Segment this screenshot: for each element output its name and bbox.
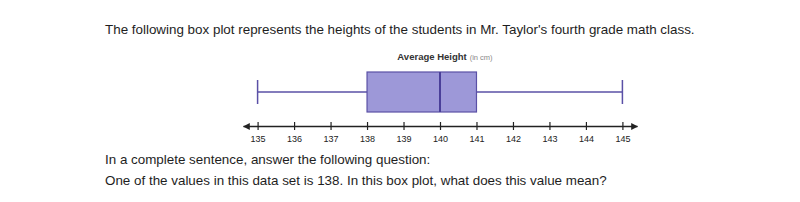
tick: 139 bbox=[397, 122, 412, 144]
subtitle: (in cm) bbox=[470, 53, 493, 62]
tick: 143 bbox=[542, 122, 557, 144]
tick-label: 137 bbox=[324, 134, 339, 144]
box bbox=[367, 72, 476, 112]
tick-label: 143 bbox=[542, 134, 557, 144]
tick-mark bbox=[294, 122, 295, 130]
tick-label: 139 bbox=[397, 134, 412, 144]
tick-mark bbox=[476, 122, 477, 130]
annotation: The following box plot represents the he… bbox=[105, 22, 695, 37]
whisker-high bbox=[476, 91, 622, 93]
tick-label: 145 bbox=[615, 134, 630, 144]
x-axis: 135 136 137 138 139 140 141 142 143 144 145 bbox=[244, 122, 638, 144]
cap-max bbox=[622, 80, 624, 104]
tick-mark bbox=[257, 122, 258, 130]
tick-label: 142 bbox=[506, 134, 521, 144]
tick-mark bbox=[513, 122, 514, 130]
tick: 142 bbox=[506, 122, 521, 144]
tick: 144 bbox=[579, 122, 594, 144]
median bbox=[439, 72, 441, 112]
tick-mark bbox=[367, 122, 368, 130]
tick: 140 bbox=[433, 122, 448, 144]
tick-mark bbox=[549, 122, 550, 130]
tick-label: 136 bbox=[287, 134, 302, 144]
tick-label: 141 bbox=[469, 134, 484, 144]
tick: 145 bbox=[615, 122, 630, 144]
tick: 141 bbox=[469, 122, 484, 144]
tick-label: 135 bbox=[251, 134, 266, 144]
chart: The following box plot represents the he… bbox=[0, 0, 800, 202]
plot-area bbox=[258, 72, 623, 112]
title: Average Height(in cm) bbox=[397, 51, 493, 62]
tick-label: 140 bbox=[433, 134, 448, 144]
tick-mark bbox=[440, 122, 441, 130]
tick: 136 bbox=[287, 122, 302, 144]
tick-mark bbox=[622, 122, 623, 130]
tick-mark bbox=[330, 122, 331, 130]
tick-mark bbox=[586, 122, 587, 130]
tick-mark bbox=[403, 122, 404, 130]
whisker-low bbox=[258, 91, 367, 93]
tick-label: 138 bbox=[360, 134, 375, 144]
tick: 137 bbox=[324, 122, 339, 144]
title-main: Average Height bbox=[397, 51, 467, 62]
tick: 135 bbox=[251, 122, 266, 144]
tick-label: 144 bbox=[579, 134, 594, 144]
cap-min bbox=[257, 80, 259, 104]
annotation: One of the values in this data set is 13… bbox=[105, 173, 607, 188]
annotation: In a complete sentence, answer the follo… bbox=[105, 152, 430, 167]
tick: 138 bbox=[360, 122, 375, 144]
